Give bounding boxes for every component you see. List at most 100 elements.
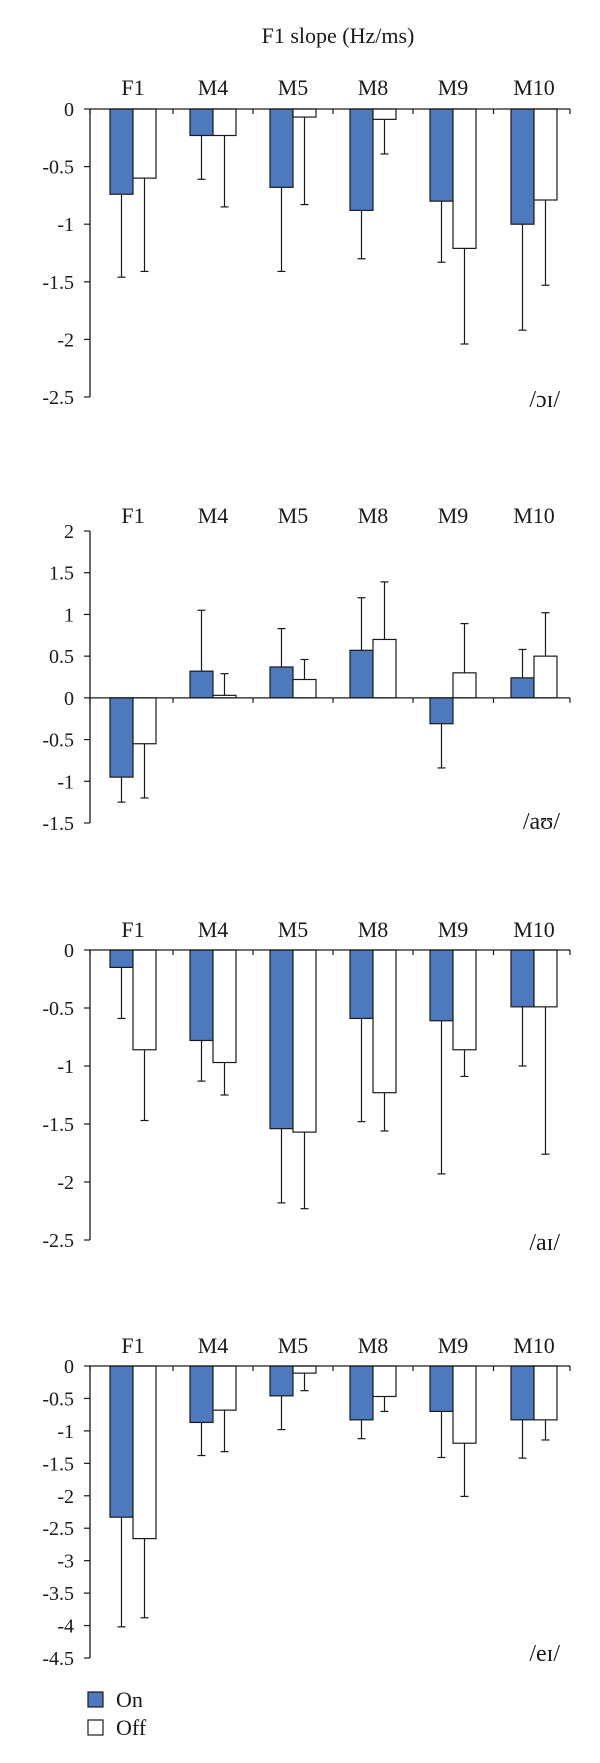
bar-on-m8 (349, 949, 374, 1020)
legend-swatch-on (87, 1691, 104, 1708)
bar-on-m9 (429, 108, 454, 202)
bar-off-f1 (132, 1365, 157, 1540)
category-label: M8 (358, 75, 389, 100)
chart-panel-3: 0 -0.5 -1 -1.5 -2 -2.5 F1 M4 M5 M8 M9 M10/aɪ/ (42, 917, 571, 1256)
y-tick-label: -0.5 (42, 730, 74, 752)
category-label: M8 (358, 917, 389, 942)
y-tick-label: -1 (57, 1056, 74, 1078)
bar-on-m10 (510, 677, 535, 699)
category-label: M10 (513, 75, 555, 100)
y-tick-label: -2.5 (42, 1230, 74, 1252)
bar-off-m5 (292, 1365, 317, 1374)
bar-on-m10 (510, 108, 535, 225)
bar-off-m8 (372, 638, 397, 699)
bar-on-m4 (189, 108, 214, 137)
chart-panels: 0 -0.5 -1 -1.5 -2 -2.5 F1 M4 M5 M8 M9 M10/ɔɪ/2 1.5 1 0… (42, 75, 571, 1670)
y-tick-label: 0 (64, 99, 74, 121)
y-tick-label: 0 (64, 688, 74, 710)
y-tick-label: -2 (57, 1172, 74, 1194)
bar-on-m5 (269, 666, 294, 699)
bar-off-f1 (132, 108, 157, 179)
y-tick-label: -0.5 (42, 157, 74, 179)
chart-panel-1: 0 -0.5 -1 -1.5 -2 -2.5 F1 M4 M5 M8 M9 M10/ɔɪ/ (42, 75, 571, 413)
bar-off-m8 (372, 949, 397, 1094)
category-label: F1 (121, 917, 144, 942)
category-label: F1 (121, 1333, 144, 1358)
y-tick-label: 1.5 (49, 563, 74, 585)
category-label: M5 (278, 503, 309, 528)
y-tick-label: -2 (57, 329, 74, 351)
category-label: M10 (513, 1333, 555, 1358)
y-tick-label: -1.5 (42, 1453, 74, 1475)
y-tick-label: -2.5 (42, 387, 74, 409)
category-label: M8 (358, 1333, 389, 1358)
category-label: F1 (121, 75, 144, 100)
category-label: M5 (278, 917, 309, 942)
bar-off-m9 (452, 949, 477, 1051)
bar-on-m8 (349, 649, 374, 699)
bar-on-m5 (269, 108, 294, 188)
y-tick-label: -3 (57, 1551, 74, 1573)
bar-on-m9 (429, 1365, 454, 1413)
bar-off-m10 (533, 1365, 558, 1421)
bar-off-m9 (452, 108, 477, 249)
chart-panel-4: 0 -0.5 -1 -1.5 -2 -2.5 -3 -3.5 -4 -4.5 F1 M4 M5 M8 M9 M… (42, 1333, 571, 1670)
bar-off-m8 (372, 1365, 397, 1398)
bar-off-m9 (452, 672, 477, 699)
bar-off-m4 (212, 949, 237, 1064)
legend: On Off (87, 1687, 147, 1740)
y-tick-label: -1.5 (42, 813, 74, 835)
vowel-annotation: /ɔɪ/ (529, 387, 560, 413)
category-label: M10 (513, 503, 555, 528)
y-tick-label: -1 (57, 1421, 74, 1443)
bar-on-m8 (349, 1365, 374, 1421)
y-tick-label: 0 (64, 940, 74, 962)
y-tick-label: -0.5 (42, 1388, 74, 1410)
category-label: M9 (438, 75, 469, 100)
y-tick-label: 0 (64, 1356, 74, 1378)
bar-off-f1 (132, 697, 157, 745)
bar-off-m10 (533, 108, 558, 201)
legend-swatch-off (87, 1719, 104, 1736)
y-tick-label: -3.5 (42, 1583, 74, 1605)
category-label: M10 (513, 917, 555, 942)
legend-label-on: On (116, 1687, 143, 1712)
y-tick-label: 0.5 (49, 646, 74, 668)
bar-on-f1 (109, 949, 134, 968)
y-tick-label: 1 (64, 604, 74, 626)
y-tick-label: -4 (57, 1616, 74, 1638)
bar-on-f1 (109, 108, 134, 195)
bar-on-m8 (349, 108, 374, 211)
bar-off-m5 (292, 108, 317, 118)
bar-off-m8 (372, 108, 397, 120)
bar-off-m5 (292, 949, 317, 1133)
category-label: M4 (198, 75, 229, 100)
y-tick-label: -4.5 (42, 1648, 74, 1670)
bar-on-m4 (189, 949, 214, 1042)
bar-off-m5 (292, 678, 317, 699)
bar-off-m10 (533, 655, 558, 699)
bar-off-m4 (212, 1365, 237, 1411)
bar-on-m10 (510, 1365, 535, 1421)
bar-on-m10 (510, 949, 535, 1008)
y-tick-label: -1 (57, 771, 74, 793)
bar-off-f1 (132, 949, 157, 1051)
bar-off-m10 (533, 949, 558, 1008)
y-tick-label: -1.5 (42, 1114, 74, 1136)
chart-panel-2: 2 1.5 1 0.5 0 -0.5 -1 -1.5 F1 M4 M5 M8 M9 M10/aʊ/ (42, 503, 571, 835)
category-label: F1 (121, 503, 144, 528)
category-label: M9 (438, 1333, 469, 1358)
bar-on-m5 (269, 949, 294, 1130)
bar-on-m4 (189, 1365, 214, 1424)
vowel-annotation: /aʊ/ (523, 809, 560, 835)
category-label: M8 (358, 503, 389, 528)
category-label: M4 (198, 503, 229, 528)
bar-on-m9 (429, 697, 454, 725)
y-tick-label: -0.5 (42, 998, 74, 1020)
bar-on-m9 (429, 949, 454, 1022)
y-tick-label: 2 (64, 521, 74, 543)
y-tick-label: -2.5 (42, 1518, 74, 1540)
bar-on-m4 (189, 670, 214, 699)
category-label: M5 (278, 1333, 309, 1358)
